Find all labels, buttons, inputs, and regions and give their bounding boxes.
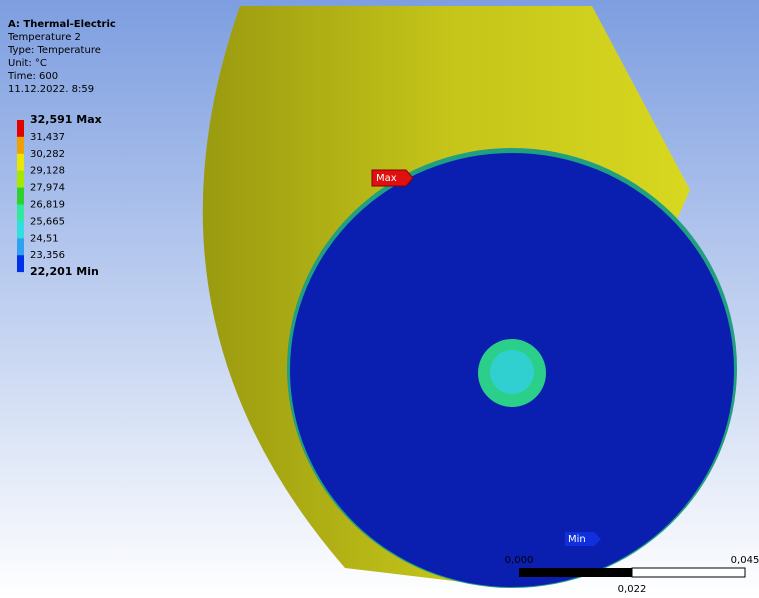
header: A: Thermal-Electric Temperature 2 Type: Te…	[7, 19, 116, 95]
header-title: A: Thermal-Electric	[8, 19, 116, 30]
scale-right: 0,045	[731, 555, 759, 566]
legend-label: 27,974	[30, 183, 65, 194]
legend: 32,591 Max 31,437 30,282 29,128 27,974 26,819…	[17, 113, 102, 278]
min-tag	[565, 532, 601, 546]
legend-label: 32,591 Max	[30, 113, 102, 126]
legend-swatch	[17, 204, 24, 222]
scale-bar-dark	[519, 568, 632, 577]
legend-label: 30,282	[30, 149, 65, 160]
legend-swatch	[17, 136, 24, 154]
legend-label: 25,665	[30, 216, 65, 227]
legend-swatch	[17, 238, 24, 256]
legend-swatch	[17, 187, 24, 205]
legend-swatch	[17, 120, 24, 137]
legend-label: 24,51	[30, 233, 59, 244]
min-label: Min	[568, 534, 586, 545]
legend-label: 22,201 Min	[30, 265, 99, 278]
legend-swatch	[17, 170, 24, 188]
max-tag	[371, 169, 414, 187]
max-label: Max	[376, 173, 397, 184]
header-line: 11.12.2022. 8:59	[8, 84, 94, 95]
scale-bar-light	[631, 567, 746, 578]
legend-swatch	[17, 221, 24, 239]
legend-label: 31,437	[30, 132, 65, 143]
header-line: Type: Temperature	[7, 45, 101, 56]
header-line: Temperature 2	[7, 32, 81, 43]
legend-swatch	[17, 255, 24, 273]
legend-label: 23,356	[30, 250, 65, 261]
legend-label: 26,819	[30, 200, 65, 211]
header-line: Unit: °C	[8, 58, 47, 69]
legend-label: 29,128	[30, 166, 65, 177]
scale-middle: 0,022	[618, 584, 647, 595]
scale-left: 0,000	[505, 555, 534, 566]
legend-swatch	[17, 153, 24, 171]
hub-inner	[490, 350, 534, 394]
header-line: Time: 600	[7, 71, 58, 82]
